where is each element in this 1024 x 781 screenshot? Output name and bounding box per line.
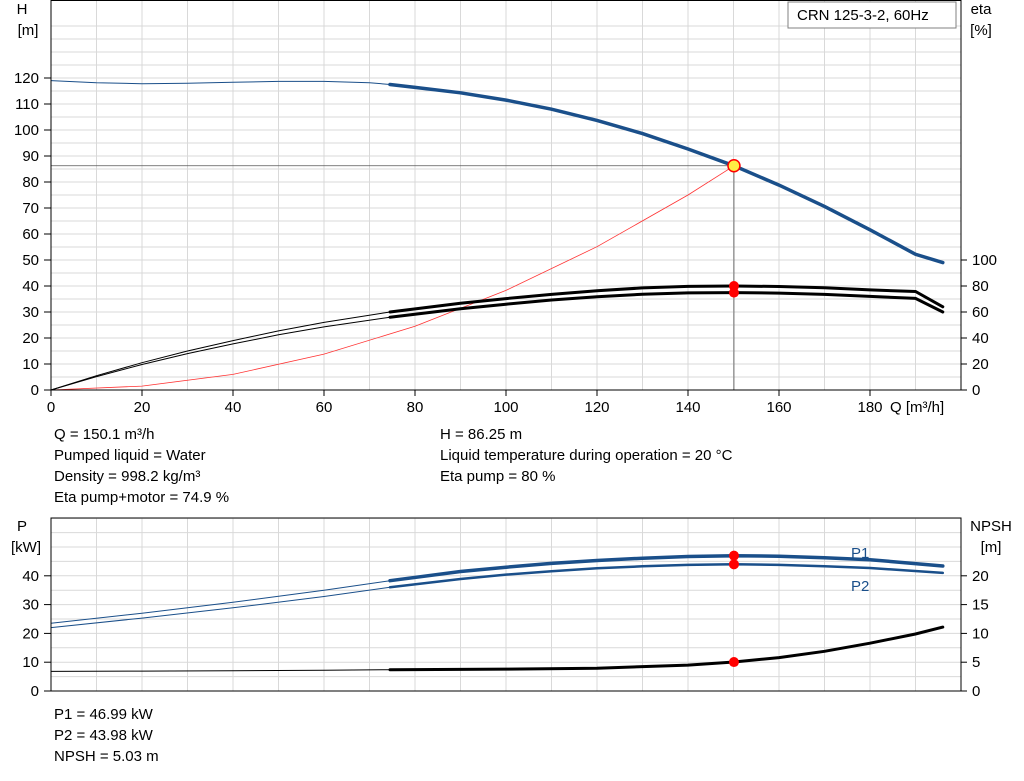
y-tick-label: 90	[22, 148, 39, 165]
npsh-curve-line	[388, 625, 945, 672]
eta-pump-curve-line	[388, 284, 945, 314]
bottom-y-axis-label-line1: P	[17, 518, 27, 535]
p2-curve-line	[388, 563, 945, 589]
info-eta-pump: Eta pump = 80 %	[440, 468, 556, 485]
y-tick-label: 40	[22, 278, 39, 295]
info-top-left: Q = 150.1 m³/h Pumped liquid = Water Den…	[54, 424, 229, 508]
npsh-curve-line-thin	[50, 669, 391, 672]
bottom-y2-tick-label: 15	[972, 597, 989, 614]
bottom-y-tick-label: 10	[22, 654, 39, 671]
y-tick-label: 80	[22, 174, 39, 191]
top-y2-axis-label-line1: eta	[971, 1, 993, 18]
bottom-chart-curves	[50, 550, 945, 672]
title-box	[787, 1, 957, 29]
y-tick-label: 60	[22, 226, 39, 243]
y-tick-label: 70	[22, 200, 39, 217]
bottom-y-axis-label-line2: [kW]	[11, 539, 41, 556]
power-marker-dot	[728, 657, 739, 668]
y-tick-label: 30	[22, 304, 39, 321]
bottom-y2-tick-label: 20	[972, 568, 989, 585]
info-flow: Q = 150.1 m³/h	[54, 426, 155, 443]
eta-pump-curve-line-thin	[50, 311, 391, 391]
info-npsh: NPSH = 5.03 m	[54, 748, 159, 765]
top-y-axis-label-line2: [m]	[18, 22, 39, 39]
p2-curve-line-thin	[50, 586, 391, 629]
bottom-y2-axis-label-line1: NPSH	[970, 518, 1012, 535]
y2-tick-label: 100	[972, 252, 997, 269]
y-tick-label: 10	[22, 356, 39, 373]
x-tick-label: 60	[316, 399, 333, 416]
y-tick-label: 120	[14, 70, 39, 87]
head-curve-line	[388, 82, 945, 265]
eta-pump-motor-curve-line	[388, 291, 945, 319]
bottom-y-tick-label: 0	[31, 683, 39, 700]
chart-title: CRN 125-3-2, 60Hz	[797, 7, 929, 24]
eta-marker-dot	[728, 287, 739, 298]
bottom-y-tick-label: 40	[22, 568, 39, 585]
y-tick-label: 100	[14, 122, 39, 139]
info-p2: P2 = 43.98 kW	[54, 727, 153, 744]
info-eta-pump-motor: Eta pump+motor = 74.9 %	[54, 489, 230, 506]
top-chart-curves	[50, 80, 945, 391]
x-axis-label: Q [m³/h]	[890, 399, 944, 416]
power-marker-dot	[728, 550, 739, 561]
top-y-axis-label-line1: H	[17, 1, 28, 18]
y2-tick-label: 0	[972, 382, 980, 399]
x-tick-label: 140	[675, 399, 700, 416]
eta-pump-motor-curve-line-thin	[50, 316, 391, 391]
head-curve-line-thin	[50, 80, 391, 85]
p1-curve-line-thin	[50, 580, 391, 624]
top-chart-grid	[51, 0, 961, 390]
x-tick-label: 100	[493, 399, 518, 416]
p1-curve-line	[388, 553, 945, 583]
x-tick-label: 180	[857, 399, 882, 416]
axis-ticks: 0102030405060708090100110120020406080100…	[14, 70, 997, 700]
y2-tick-label: 80	[972, 278, 989, 295]
y-tick-label: 50	[22, 252, 39, 269]
x-tick-label: 20	[134, 399, 151, 416]
x-tick-label: 160	[766, 399, 791, 416]
bottom-y2-tick-label: 10	[972, 625, 989, 642]
bottom-y-tick-label: 20	[22, 625, 39, 642]
series-label-p1: P1	[851, 545, 869, 562]
info-pumped-liquid: Pumped liquid = Water	[54, 447, 206, 464]
bottom-y2-tick-label: 0	[972, 683, 980, 700]
y-tick-label: 0	[31, 382, 39, 399]
bottom-chart-grid	[51, 517, 961, 691]
bottom-y2-tick-label: 5	[972, 654, 980, 671]
x-tick-label: 80	[407, 399, 424, 416]
top-y2-axis-label-line2: [%]	[970, 22, 992, 39]
series-label-p2: P2	[851, 578, 869, 595]
info-top-right: H = 86.25 m Liquid temperature during op…	[440, 424, 732, 487]
y2-tick-label: 40	[972, 330, 989, 347]
bottom-y-tick-label: 30	[22, 597, 39, 614]
info-p1: P1 = 46.99 kW	[54, 706, 153, 723]
system-curve-line	[50, 165, 735, 391]
x-tick-label: 0	[47, 399, 55, 416]
y2-tick-label: 60	[972, 304, 989, 321]
duty-point-marker	[727, 159, 741, 173]
info-bottom: P1 = 46.99 kW P2 = 43.98 kW NPSH = 5.03 …	[54, 704, 159, 767]
info-head: H = 86.25 m	[440, 426, 523, 443]
x-tick-label: 120	[584, 399, 609, 416]
bottom-y2-axis-label-line2: [m]	[981, 539, 1002, 556]
x-tick-label: 40	[225, 399, 242, 416]
y2-tick-label: 20	[972, 356, 989, 373]
info-density: Density = 998.2 kg/m³	[54, 468, 201, 485]
info-liquid-temperature: Liquid temperature during operation = 20…	[440, 447, 733, 464]
power-marker-dot	[728, 559, 739, 570]
y-tick-label: 20	[22, 330, 39, 347]
y-tick-label: 110	[15, 96, 39, 113]
